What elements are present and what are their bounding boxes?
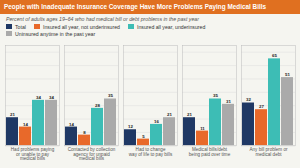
html-text:Insured all year, underinsured: Insured all year, underinsured <box>137 23 206 30</box>
svg-text:5: 5 <box>142 133 145 138</box>
svg-text:14: 14 <box>23 121 28 126</box>
svg-text:51: 51 <box>285 72 290 77</box>
svg-text:Had to changeway of life to pa: Had to changeway of life to pay bills <box>129 147 173 157</box>
html-text:Uninsured anytime in the past: Uninsured anytime in the past year <box>15 30 96 37</box>
svg-text:8: 8 <box>83 129 86 134</box>
svg-text:21: 21 <box>167 112 172 117</box>
svg-text:Had problems payingor unable t: Had problems payingor unable to paymedic… <box>11 147 55 161</box>
svg-text:31: 31 <box>226 98 231 103</box>
html-text:Percent of adults ages 19–64 w: Percent of adults ages 19–64 who had med… <box>6 15 199 22</box>
svg-text:Medical bills/debtbeing paid o: Medical bills/debtbeing paid over time <box>189 147 231 157</box>
svg-text:16: 16 <box>154 119 159 124</box>
svg-text:12: 12 <box>128 124 133 129</box>
html-text:Insured all year, not underins: Insured all year, not underinsured <box>43 23 120 30</box>
svg-text:14: 14 <box>69 121 74 126</box>
svg-text:27: 27 <box>259 104 264 109</box>
svg-text:21: 21 <box>10 112 15 117</box>
svg-text:32: 32 <box>246 97 251 102</box>
svg-text:35: 35 <box>108 93 113 98</box>
html-text:Total: Total <box>15 23 26 30</box>
svg-text:Contacted by collectionagency: Contacted by collectionagency for unpaid… <box>68 147 116 161</box>
svg-text:34: 34 <box>36 94 41 99</box>
svg-text:11: 11 <box>200 125 205 130</box>
svg-text:34: 34 <box>49 94 54 99</box>
html-text:People with Inadequate Insuran: People with Inadequate Insurance Coverag… <box>4 3 267 10</box>
svg-text:Any bill problem ormedical deb: Any bill problem ormedical debt <box>249 147 288 157</box>
svg-text:65: 65 <box>272 53 277 58</box>
svg-text:35: 35 <box>213 93 218 98</box>
svg-text:21: 21 <box>187 112 192 117</box>
svg-text:28: 28 <box>95 102 100 107</box>
